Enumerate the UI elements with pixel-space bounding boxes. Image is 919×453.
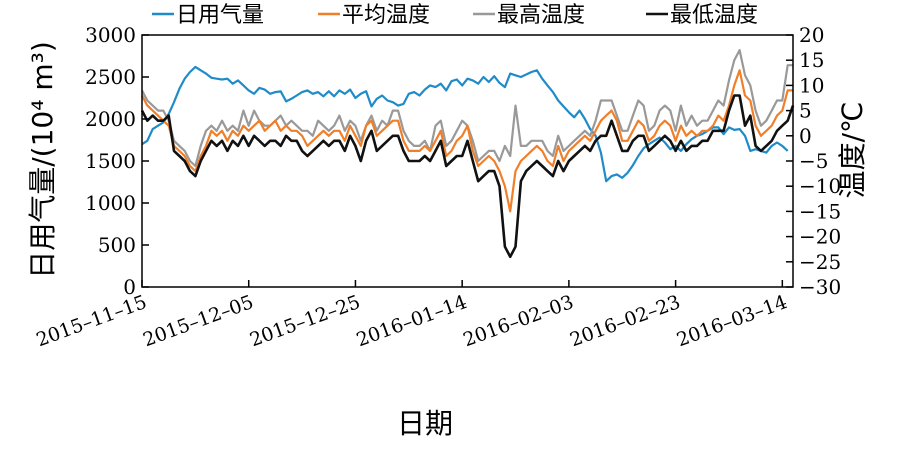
x-tick-label: 2016–02–23: [567, 291, 683, 351]
y2-tick-label: 0: [799, 124, 812, 148]
y2-tick-label: −15: [799, 199, 841, 223]
series-layer: [140, 48, 795, 259]
series-line-2: [141, 69, 793, 213]
y-tick-label: 2500: [85, 65, 136, 89]
y2-tick-label: 5: [799, 99, 812, 123]
series-line-1: [141, 65, 789, 183]
x-tick-label: 2016–01–14: [354, 291, 470, 351]
legend: 日用气量 平均温度 最高温度 最低温度: [152, 3, 758, 28]
y-tick-label: 3000: [85, 23, 136, 47]
series-line-3: [141, 48, 793, 168]
plot-frame: [141, 34, 794, 288]
axes-layer: 0 500 1000 1500 2000 2500 3000 −30−25−20−15−10−…: [33, 23, 841, 351]
x-tick-label: 2015–12–05: [140, 291, 256, 351]
y-tick-label: 2000: [85, 107, 136, 131]
y-tick-label: 1500: [85, 149, 136, 173]
legend-label: 最高温度: [497, 3, 585, 28]
y2-tick-label: 15: [799, 48, 824, 72]
legend-label: 平均温度: [342, 3, 430, 28]
series-line-4: [140, 94, 795, 259]
x-axis-title: 日期: [397, 407, 453, 440]
y2-tick-label: −30: [799, 275, 841, 299]
y2-tick-label: −10: [799, 174, 841, 198]
y2-tick-label: −20: [799, 225, 841, 249]
legend-label: 最低温度: [670, 3, 758, 28]
legend-label: 日用气量: [176, 3, 264, 28]
y-axis-title: 日用气量/(10⁴ m³): [26, 41, 59, 279]
x-tick-label: 2015–12–25: [247, 291, 363, 351]
y2-axis-title: 温度/℃: [836, 102, 869, 199]
y-tick-label: 1000: [85, 191, 136, 215]
x-tick-label: 2016–02–03: [460, 291, 576, 351]
y2-tick-label: −25: [799, 250, 841, 274]
y2-tick-label: −5: [799, 149, 828, 173]
y-tick-label: 0: [123, 275, 136, 299]
y2-tick-label: 10: [799, 73, 824, 97]
y-tick-label: 500: [98, 233, 136, 257]
y2-tick-label: 20: [799, 23, 824, 47]
x-tick-label: 2016–03–14: [674, 291, 790, 351]
x-tick-label: 2015–11–15: [33, 291, 149, 351]
